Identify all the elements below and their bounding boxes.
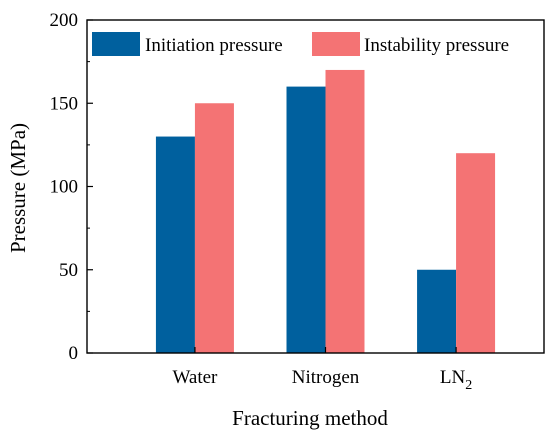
legend-label-initiation: Initiation pressure — [145, 35, 283, 56]
x-tick-label-0: Water — [172, 367, 218, 388]
legend-label-instability: Instability pressure — [364, 35, 509, 56]
x-tick-label-1: Nitrogen — [292, 367, 360, 388]
legend-swatch-instability — [312, 32, 360, 56]
bar-initiation-1 — [286, 86, 326, 353]
y-tick-label: 100 — [50, 177, 79, 198]
bar-initiation-2 — [417, 269, 457, 353]
y-tick-label: 50 — [59, 260, 78, 281]
bars-group — [155, 69, 496, 353]
bar-initiation-0 — [155, 136, 195, 353]
bar-instability-2 — [456, 153, 496, 353]
y-tick-label: 0 — [69, 343, 79, 364]
bar-instability-1 — [325, 69, 365, 353]
y-tick-label: 200 — [50, 10, 79, 31]
bar-instability-0 — [194, 103, 234, 353]
x-axis-title: Fracturing method — [232, 406, 388, 430]
y-axis-title: Pressure (MPa) — [6, 123, 30, 253]
x-tick-label-2: LN2 — [440, 367, 472, 393]
y-tick-label: 150 — [50, 93, 79, 114]
legend-swatch-initiation — [92, 32, 140, 56]
legend: Initiation pressure Instability pressure — [92, 32, 509, 56]
